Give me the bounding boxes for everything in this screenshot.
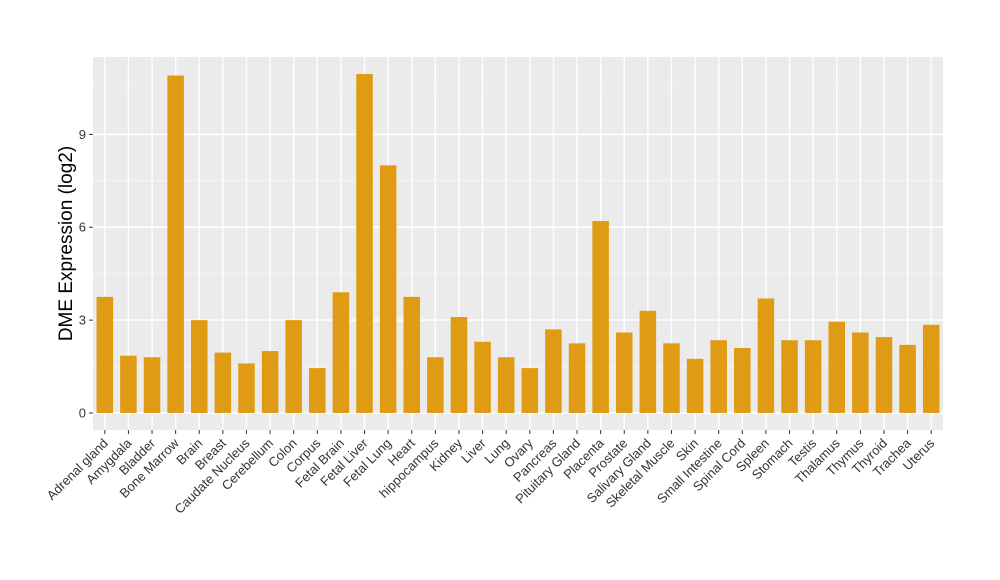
bar-trachea — [899, 344, 916, 413]
bar-kidney — [450, 317, 468, 413]
bar-salivary-gland — [639, 310, 657, 413]
plot-panel — [93, 57, 943, 430]
bar-caudate-nucleus — [238, 363, 255, 413]
bar-spinal-cord — [734, 347, 751, 413]
y-tick-label: 9 — [79, 127, 86, 142]
bar-hippocampus — [427, 357, 444, 413]
x-tick-label: Liver — [458, 435, 489, 466]
bar-fetal-liver — [356, 74, 373, 413]
grid-minor — [93, 87, 943, 367]
bar-amygdala — [120, 355, 137, 413]
bar-liver — [474, 341, 491, 413]
bar-placenta — [592, 221, 609, 413]
bar-corpus — [309, 368, 326, 413]
bar-colon — [285, 320, 302, 413]
bar-testis — [804, 340, 822, 413]
bar-prostate — [615, 332, 633, 413]
y-axis-title: DME Expression (log2) — [56, 146, 77, 341]
bar-heart — [403, 296, 421, 413]
bar-small-intestine — [710, 340, 727, 413]
bar-fetal-lung — [379, 165, 397, 413]
bar-bladder — [143, 357, 161, 413]
y-tick-label: 3 — [79, 313, 86, 328]
y-axis: 0 3 6 9 — [79, 127, 93, 420]
bar-lung — [497, 357, 515, 413]
bar-thalamus — [828, 321, 846, 413]
bar-skin — [686, 358, 704, 413]
bar-bone-marrow — [167, 75, 184, 413]
bar-breast — [214, 352, 232, 413]
bars — [96, 74, 940, 413]
bar-brain — [190, 320, 208, 413]
bar-adrenal-gland — [96, 296, 114, 413]
bar-stomach — [781, 340, 798, 413]
bar-fetal-brain — [332, 292, 350, 413]
bar-cerebellum — [261, 351, 279, 413]
bar-spleen — [757, 298, 775, 413]
y-tick-label: 0 — [79, 405, 86, 420]
bar-thyroid — [875, 337, 893, 413]
bar-pituitary-gland — [568, 343, 586, 413]
y-tick-label: 6 — [79, 220, 86, 235]
bar-ovary — [521, 368, 539, 413]
bar-thymus — [852, 332, 869, 413]
bar-uterus — [922, 324, 940, 413]
bar-pancreas — [545, 329, 562, 413]
bar-skeletal-muscle — [663, 343, 680, 413]
